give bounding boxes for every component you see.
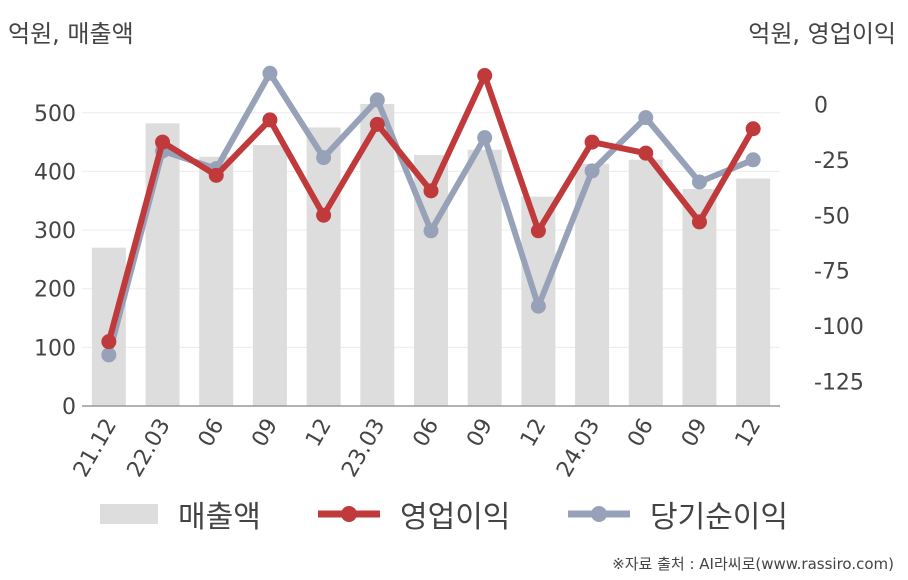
bar-revenue (199, 156, 234, 406)
legend-label-net-income: 당기순이익 (650, 500, 788, 535)
bar-revenue (252, 145, 287, 406)
source-note: ※자료 출처 : AI라씨로(www.rassiro.com) (612, 555, 894, 573)
x-axis-tick-label: 23.03 (337, 415, 390, 482)
legend-label-revenue: 매출액 (178, 500, 261, 535)
point-net-income (584, 163, 600, 179)
x-axis-tick-label: 06 (194, 415, 230, 452)
point-operating-profit (638, 145, 654, 161)
left-axis-tick-label: 100 (34, 336, 76, 361)
point-net-income (745, 152, 761, 168)
bar-revenue (467, 149, 502, 407)
x-axis-tick-label: 12 (301, 415, 337, 452)
x-axis-tick-label: 22.03 (123, 415, 176, 482)
bar-revenue (91, 247, 126, 406)
right-axis-tick-label: -50 (814, 204, 850, 229)
point-net-income (638, 110, 654, 126)
x-axis-tick-label: 09 (462, 415, 498, 452)
point-operating-profit (101, 334, 117, 350)
legend-swatch-revenue (100, 504, 158, 524)
x-axis-tick-label: 09 (677, 415, 713, 452)
right-axis-tick-label: -125 (814, 371, 864, 396)
point-operating-profit (262, 112, 278, 128)
legend: 매출액 영업이익 당기순이익 (0, 494, 908, 535)
bar-revenue (360, 103, 395, 407)
point-net-income (101, 347, 117, 363)
x-axis-tick-label: 24.03 (552, 415, 605, 482)
bar-revenue (736, 178, 771, 406)
right-axis-tick-label: 0 (814, 93, 828, 118)
left-axis-tick-label: 200 (34, 278, 76, 303)
point-net-income (262, 65, 278, 81)
point-operating-profit (477, 68, 493, 84)
point-net-income (369, 92, 385, 108)
point-operating-profit (208, 167, 224, 183)
legend-item-net-income: 당기순이익 (566, 494, 788, 535)
right-axis-unit-label: 억원, 영업이익 (748, 20, 896, 48)
left-axis-tick-label: 400 (34, 160, 76, 185)
x-axis-tick-label: 12 (516, 415, 552, 452)
right-axis-tick-label: -75 (814, 260, 850, 285)
point-operating-profit (155, 134, 171, 150)
x-axis-tick-label: 09 (247, 415, 283, 452)
point-net-income (477, 130, 493, 146)
left-axis-unit-label: 억원, 매출액 (8, 20, 134, 48)
bar-revenue (628, 159, 663, 406)
point-operating-profit (691, 214, 707, 230)
right-axis-tick-label: -100 (814, 315, 864, 340)
point-operating-profit (584, 134, 600, 150)
bar-revenue (145, 123, 180, 406)
legend-swatch-operating-profit (318, 506, 380, 522)
bar-revenue (306, 127, 341, 407)
point-net-income (691, 174, 707, 190)
legend-swatch-net-income (568, 506, 630, 522)
point-net-income (423, 223, 439, 239)
left-axis-tick-label: 300 (34, 219, 76, 244)
legend-item-operating-profit: 영업이익 (316, 494, 511, 535)
x-axis-tick-label: 06 (623, 415, 659, 452)
point-operating-profit (316, 207, 332, 223)
x-axis-tick-label: 12 (731, 415, 767, 452)
point-operating-profit (745, 121, 761, 137)
point-net-income (316, 150, 332, 166)
point-operating-profit (369, 116, 385, 132)
x-axis-tick-label: 06 (409, 415, 445, 452)
legend-item-revenue: 매출액 (100, 494, 261, 535)
left-axis-tick-label: 0 (62, 395, 76, 420)
left-axis-tick-label: 500 (34, 102, 76, 127)
legend-label-operating-profit: 영업이익 (400, 500, 511, 535)
point-net-income (530, 298, 546, 314)
x-axis-tick-label: 21.12 (69, 415, 122, 482)
point-operating-profit (423, 183, 439, 199)
right-axis-tick-label: -25 (814, 149, 850, 174)
point-operating-profit (530, 223, 546, 239)
